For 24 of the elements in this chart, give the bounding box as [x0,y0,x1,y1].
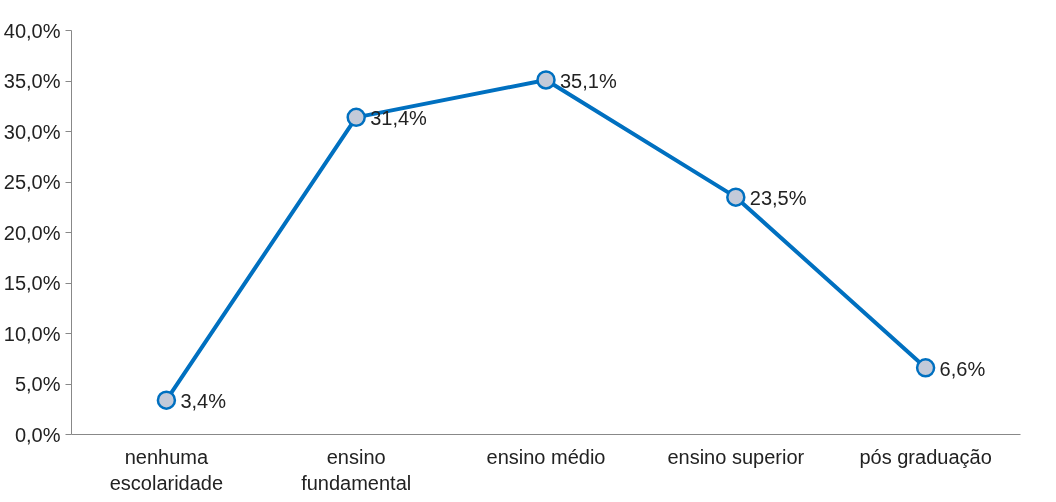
y-tick-label: 5,0% [14,373,61,395]
data-label: 23,5% [749,187,807,210]
data-label: 6,6% [939,357,986,380]
y-tick-label: 35,0% [3,70,61,92]
data-label: 35,1% [560,69,617,92]
data-label: 31,4% [370,107,428,130]
y-tick-label: 20,0% [3,221,61,244]
point [915,358,936,378]
point [156,390,177,410]
x-tick-label: pós graduação [859,445,992,468]
point [346,107,366,128]
y-tick-label: 10,0% [3,322,61,345]
point [726,187,746,207]
y-tick-label: 30,0% [3,120,61,143]
x-tick-label: nenhuma escolaridade [109,445,224,494]
data-label: 3,4% [180,390,227,413]
x-tick-label: ensino superior [667,445,805,468]
y-tick-label: 40,0% [3,19,61,42]
y-tick-label: 15,0% [3,272,61,294]
x-tick-label: ensino médio [486,445,606,468]
y-tick-label: 0,0% [14,423,61,446]
point [536,70,556,90]
y-tick-label: 25,0% [3,171,61,193]
x-tick-label: ensino fundamental [301,445,412,494]
